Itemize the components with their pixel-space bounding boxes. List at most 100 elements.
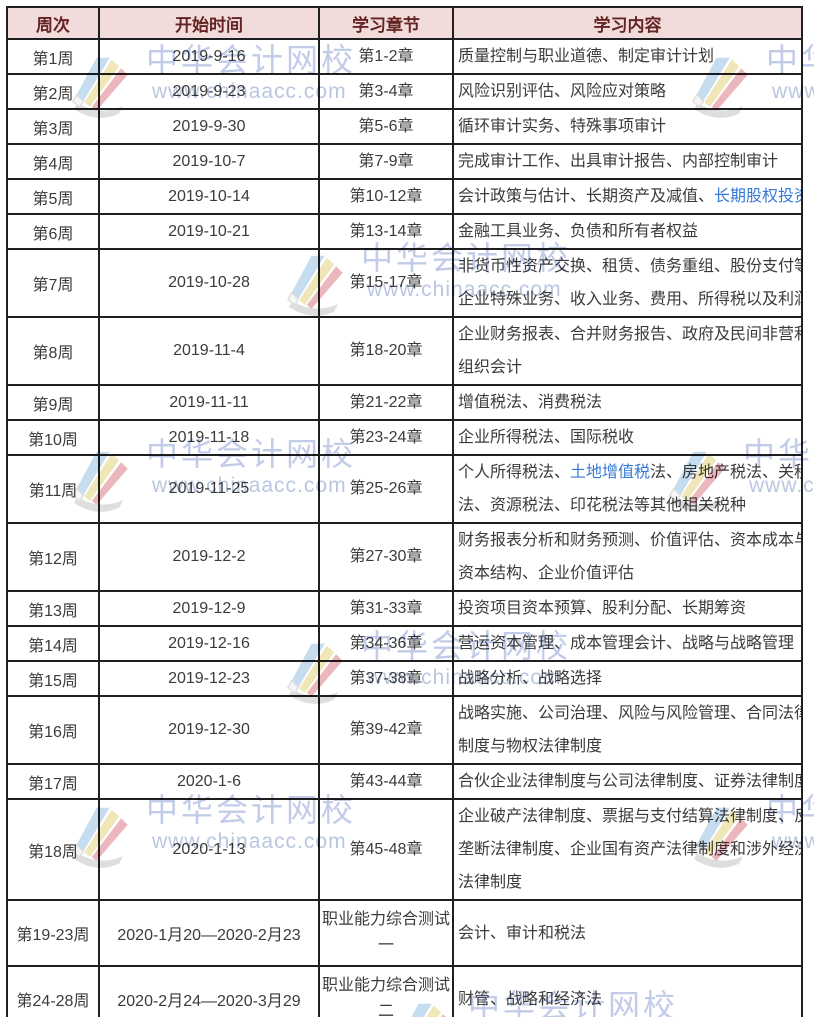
content-line: 组织会计: [458, 351, 799, 383]
content-text: 个人所得税法、: [458, 464, 571, 481]
content-text: 资本结构、企业价值评估: [458, 565, 635, 582]
content-line: 非货币性资产交换、租赁、债务重组、股份支付等: [458, 251, 802, 283]
content-line: 投资项目资本预算、股利分配、长期筹资: [458, 593, 799, 624]
table-row: 第17周 2020-1-6 第43-44章 合伙企业法律制度与公司法律制度、证券法律制…: [6, 763, 803, 800]
content-cell: 财管、战略和经济法: [452, 965, 803, 1017]
header-content: 学习内容: [452, 6, 803, 40]
week-cell: 第24-28周: [6, 965, 100, 1017]
content-line: 制度与物权法律制度: [458, 730, 799, 762]
week-cell: 第16周: [6, 695, 100, 765]
content-text: 垄断法律制度、企业国有资产法律制度和涉外经济: [458, 841, 802, 858]
chapters-cell: 第43-44章: [318, 763, 454, 800]
table-row: 第3周 2019-9-30 第5-6章 循环审计实务、特殊事项审计: [6, 108, 803, 145]
content-cell: 企业财务报表、合并财务报告、政府及民间非营利 组织会计: [452, 316, 803, 386]
week-cell: 第2周: [6, 73, 100, 110]
chapters-cell: 职业能力综合测试一: [318, 899, 454, 967]
start-date-cell: 2019-11-4: [98, 316, 320, 386]
content-line: 财管、战略和经济法: [458, 983, 799, 1016]
content-text: 风险识别评估、风险应对策略: [458, 83, 667, 100]
content-text: 合伙企业法律制度与公司法律制度、证券法律制度: [458, 773, 802, 790]
content-line: 资本结构、企业价值评估: [458, 557, 799, 589]
chapters-cell: 第34-36章: [318, 625, 454, 662]
content-cell: 营运资本管理、成本管理会计、战略与战略管理: [452, 625, 803, 662]
content-text: 投资项目资本预算、股利分配、长期筹资: [458, 600, 747, 617]
table-row: 第19-23周 2020-1月20—2020-2月23 职业能力综合测试一 会计、审计…: [6, 899, 803, 967]
content-text: 非货币性资产交换、租赁、债务重组、股份支付等: [458, 258, 802, 275]
content-line: 质量控制与职业道德、制定审计计划: [458, 41, 799, 72]
content-line: 战略分析、战略选择: [458, 663, 799, 694]
content-text: 战略实施、公司治理、风险与风险管理、合同法律: [458, 705, 802, 722]
week-cell: 第3周: [6, 108, 100, 145]
table-row: 第11周 2019-11-25 第25-26章 个人所得税法、土地增值税法、房地产税法…: [6, 454, 803, 524]
content-text: 企业财务报表、合并财务报告、政府及民间非营利: [458, 326, 802, 343]
start-date-cell: 2019-12-9: [98, 590, 320, 627]
content-line: 营运资本管理、成本管理会计、战略与战略管理: [458, 628, 799, 659]
chapters-cell: 第37-38章: [318, 660, 454, 697]
content-text: 组织会计: [458, 359, 523, 376]
content-text: 循环审计实务、特殊事项审计: [458, 118, 667, 135]
week-cell: 第8周: [6, 316, 100, 386]
linked-topic[interactable]: 长期股权投资: [714, 188, 802, 205]
content-text: 企业特殊业务、收入业务、费用、所得税以及利润: [458, 291, 802, 308]
content-cell: 财务报表分析和财务预测、价值评估、资本成本与 资本结构、企业价值评估: [452, 522, 803, 592]
chapters-cell: 第13-14章: [318, 213, 454, 250]
content-cell: 循环审计实务、特殊事项审计: [452, 108, 803, 145]
start-date-cell: 2019-10-7: [98, 143, 320, 180]
content-cell: 风险识别评估、风险应对策略: [452, 73, 803, 110]
content-cell: 增值税法、消费税法: [452, 384, 803, 421]
content-line: 企业特殊业务、收入业务、费用、所得税以及利润: [458, 283, 802, 315]
content-cell: 战略分析、战略选择: [452, 660, 803, 697]
table-row: 第10周 2019-11-18 第23-24章 企业所得税法、国际税收: [6, 419, 803, 456]
content-text: 法、资源税法、印花税法等其他相关税种: [458, 497, 747, 514]
chapters-cell: 第25-26章: [318, 454, 454, 524]
start-date-cell: 2019-9-30: [98, 108, 320, 145]
chapters-cell: 第3-4章: [318, 73, 454, 110]
chapters-cell: 第15-17章: [318, 248, 454, 318]
week-cell: 第13周: [6, 590, 100, 627]
chapters-cell: 第45-48章: [318, 798, 454, 901]
week-cell: 第7周: [6, 248, 100, 318]
start-date-cell: 2019-10-14: [98, 178, 320, 215]
table-row: 第13周 2019-12-9 第31-33章 投资项目资本预算、股利分配、长期筹资: [6, 590, 803, 627]
content-cell: 战略实施、公司治理、风险与风险管理、合同法律 制度与物权法律制度: [452, 695, 803, 765]
chapters-cell: 第21-22章: [318, 384, 454, 421]
content-line: 战略实施、公司治理、风险与风险管理、合同法律: [458, 698, 802, 730]
table-row: 第16周 2019-12-30 第39-42章 战略实施、公司治理、风险与风险管理、合…: [6, 695, 803, 765]
content-line: 金融工具业务、负债和所有者权益: [458, 216, 799, 247]
table-row: 第7周 2019-10-28 第15-17章 非货币性资产交换、租赁、债务重组、股份支…: [6, 248, 803, 318]
linked-topic[interactable]: 土地增值税: [570, 464, 651, 481]
content-line: 企业所得税法、国际税收: [458, 422, 799, 453]
week-cell: 第9周: [6, 384, 100, 421]
table-row: 第14周 2019-12-16 第34-36章 营运资本管理、成本管理会计、战略与战略…: [6, 625, 803, 662]
start-date-cell: 2020-2月24—2020-3月29: [98, 965, 320, 1017]
content-cell: 投资项目资本预算、股利分配、长期筹资: [452, 590, 803, 627]
content-text: 制度与物权法律制度: [458, 738, 603, 755]
start-date-cell: 2019-10-28: [98, 248, 320, 318]
content-cell: 金融工具业务、负债和所有者权益: [452, 213, 803, 250]
table-row: 第15周 2019-12-23 第37-38章 战略分析、战略选择: [6, 660, 803, 697]
study-schedule-table: 周次 开始时间 学习章节 学习内容 第1周 2019-9-16 第1-2章 质量控制与…: [6, 6, 803, 1017]
content-cell: 质量控制与职业道德、制定审计计划: [452, 38, 803, 75]
content-text: 会计、审计和税法: [458, 924, 587, 942]
chapters-cell: 第5-6章: [318, 108, 454, 145]
table-row: 第6周 2019-10-21 第13-14章 金融工具业务、负债和所有者权益: [6, 213, 803, 250]
content-text: 增值税法、消费税法: [458, 394, 603, 411]
start-date-cell: 2019-10-21: [98, 213, 320, 250]
table-row: 第8周 2019-11-4 第18-20章 企业财务报表、合并财务报告、政府及民间非营…: [6, 316, 803, 386]
content-line: 合伙企业法律制度与公司法律制度、证券法律制度: [458, 766, 802, 797]
content-cell: 企业破产法律制度、票据与支付结算法律制度、反垄断法律制度、企业国有资产法律制度和…: [452, 798, 803, 901]
content-line: 法、资源税法、印花税法等其他相关税种: [458, 489, 799, 521]
week-cell: 第10周: [6, 419, 100, 456]
chapters-cell: 第7-9章: [318, 143, 454, 180]
table-row: 第18周 2020-1-13 第45-48章 企业破产法律制度、票据与支付结算法律制度…: [6, 798, 803, 901]
week-cell: 第5周: [6, 178, 100, 215]
chapters-cell: 职业能力综合测试二: [318, 965, 454, 1017]
content-line: 增值税法、消费税法: [458, 387, 799, 418]
content-text: 营运资本管理、成本管理会计、战略与战略管理: [458, 635, 795, 652]
content-line: 风险识别评估、风险应对策略: [458, 76, 799, 107]
start-date-cell: 2019-12-2: [98, 522, 320, 592]
content-text: 财务报表分析和财务预测、价值评估、资本成本与: [458, 532, 802, 549]
content-line: 企业财务报表、合并财务报告、政府及民间非营利: [458, 319, 802, 351]
content-line: 企业破产法律制度、票据与支付结算法律制度、反: [458, 801, 800, 833]
week-cell: 第15周: [6, 660, 100, 697]
